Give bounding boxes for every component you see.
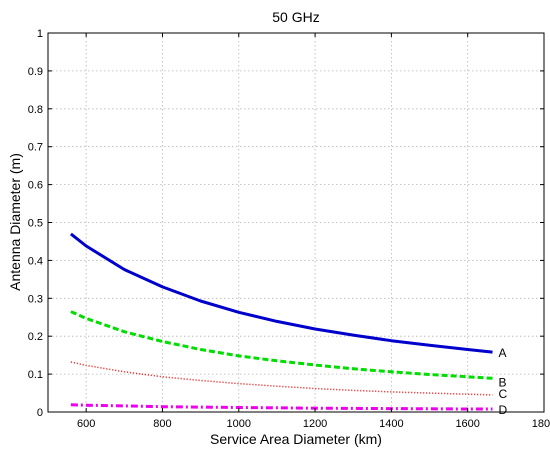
y-tick-label: 0.1 <box>28 369 43 381</box>
y-tick-label: 0.8 <box>28 104 43 116</box>
y-tick-label: 1 <box>37 28 43 40</box>
x-tick-label: 800 <box>153 418 171 430</box>
x-tick-label: 1400 <box>379 418 403 430</box>
series-label-c: C <box>498 387 507 401</box>
x-tick-label: 600 <box>77 418 95 430</box>
x-tick-label: 1200 <box>303 418 327 430</box>
series-line-b <box>70 310 493 380</box>
y-tick-label: 0.6 <box>28 180 43 192</box>
series-line-d <box>70 403 493 411</box>
series-label-b: B <box>498 375 506 389</box>
grid <box>48 33 544 412</box>
series-labels: A BCD <box>498 346 507 417</box>
y-tick-label: 0.7 <box>28 142 43 154</box>
x-tick-label: 1600 <box>455 418 479 430</box>
series-line-c <box>70 361 493 396</box>
series-layer <box>69 232 493 411</box>
series-line-a <box>69 232 493 354</box>
y-tick-label: 0.4 <box>28 255 43 267</box>
chart-title: 50 GHz <box>272 9 319 25</box>
y-axis-label: Antenna Diameter (m) <box>7 153 23 291</box>
x-axis-label: Service Area Diameter (km) <box>210 431 382 447</box>
x-tick-label: 1000 <box>227 418 251 430</box>
y-tick-label: 0.5 <box>28 218 43 230</box>
series-label-d: D <box>498 403 507 417</box>
series-label-a: A <box>498 346 506 360</box>
y-tick-label: 0.9 <box>28 66 43 78</box>
y-tick-label: 0 <box>37 407 43 419</box>
y-tick-label: 0.3 <box>28 293 43 305</box>
y-tick-label: 0.2 <box>28 331 43 343</box>
